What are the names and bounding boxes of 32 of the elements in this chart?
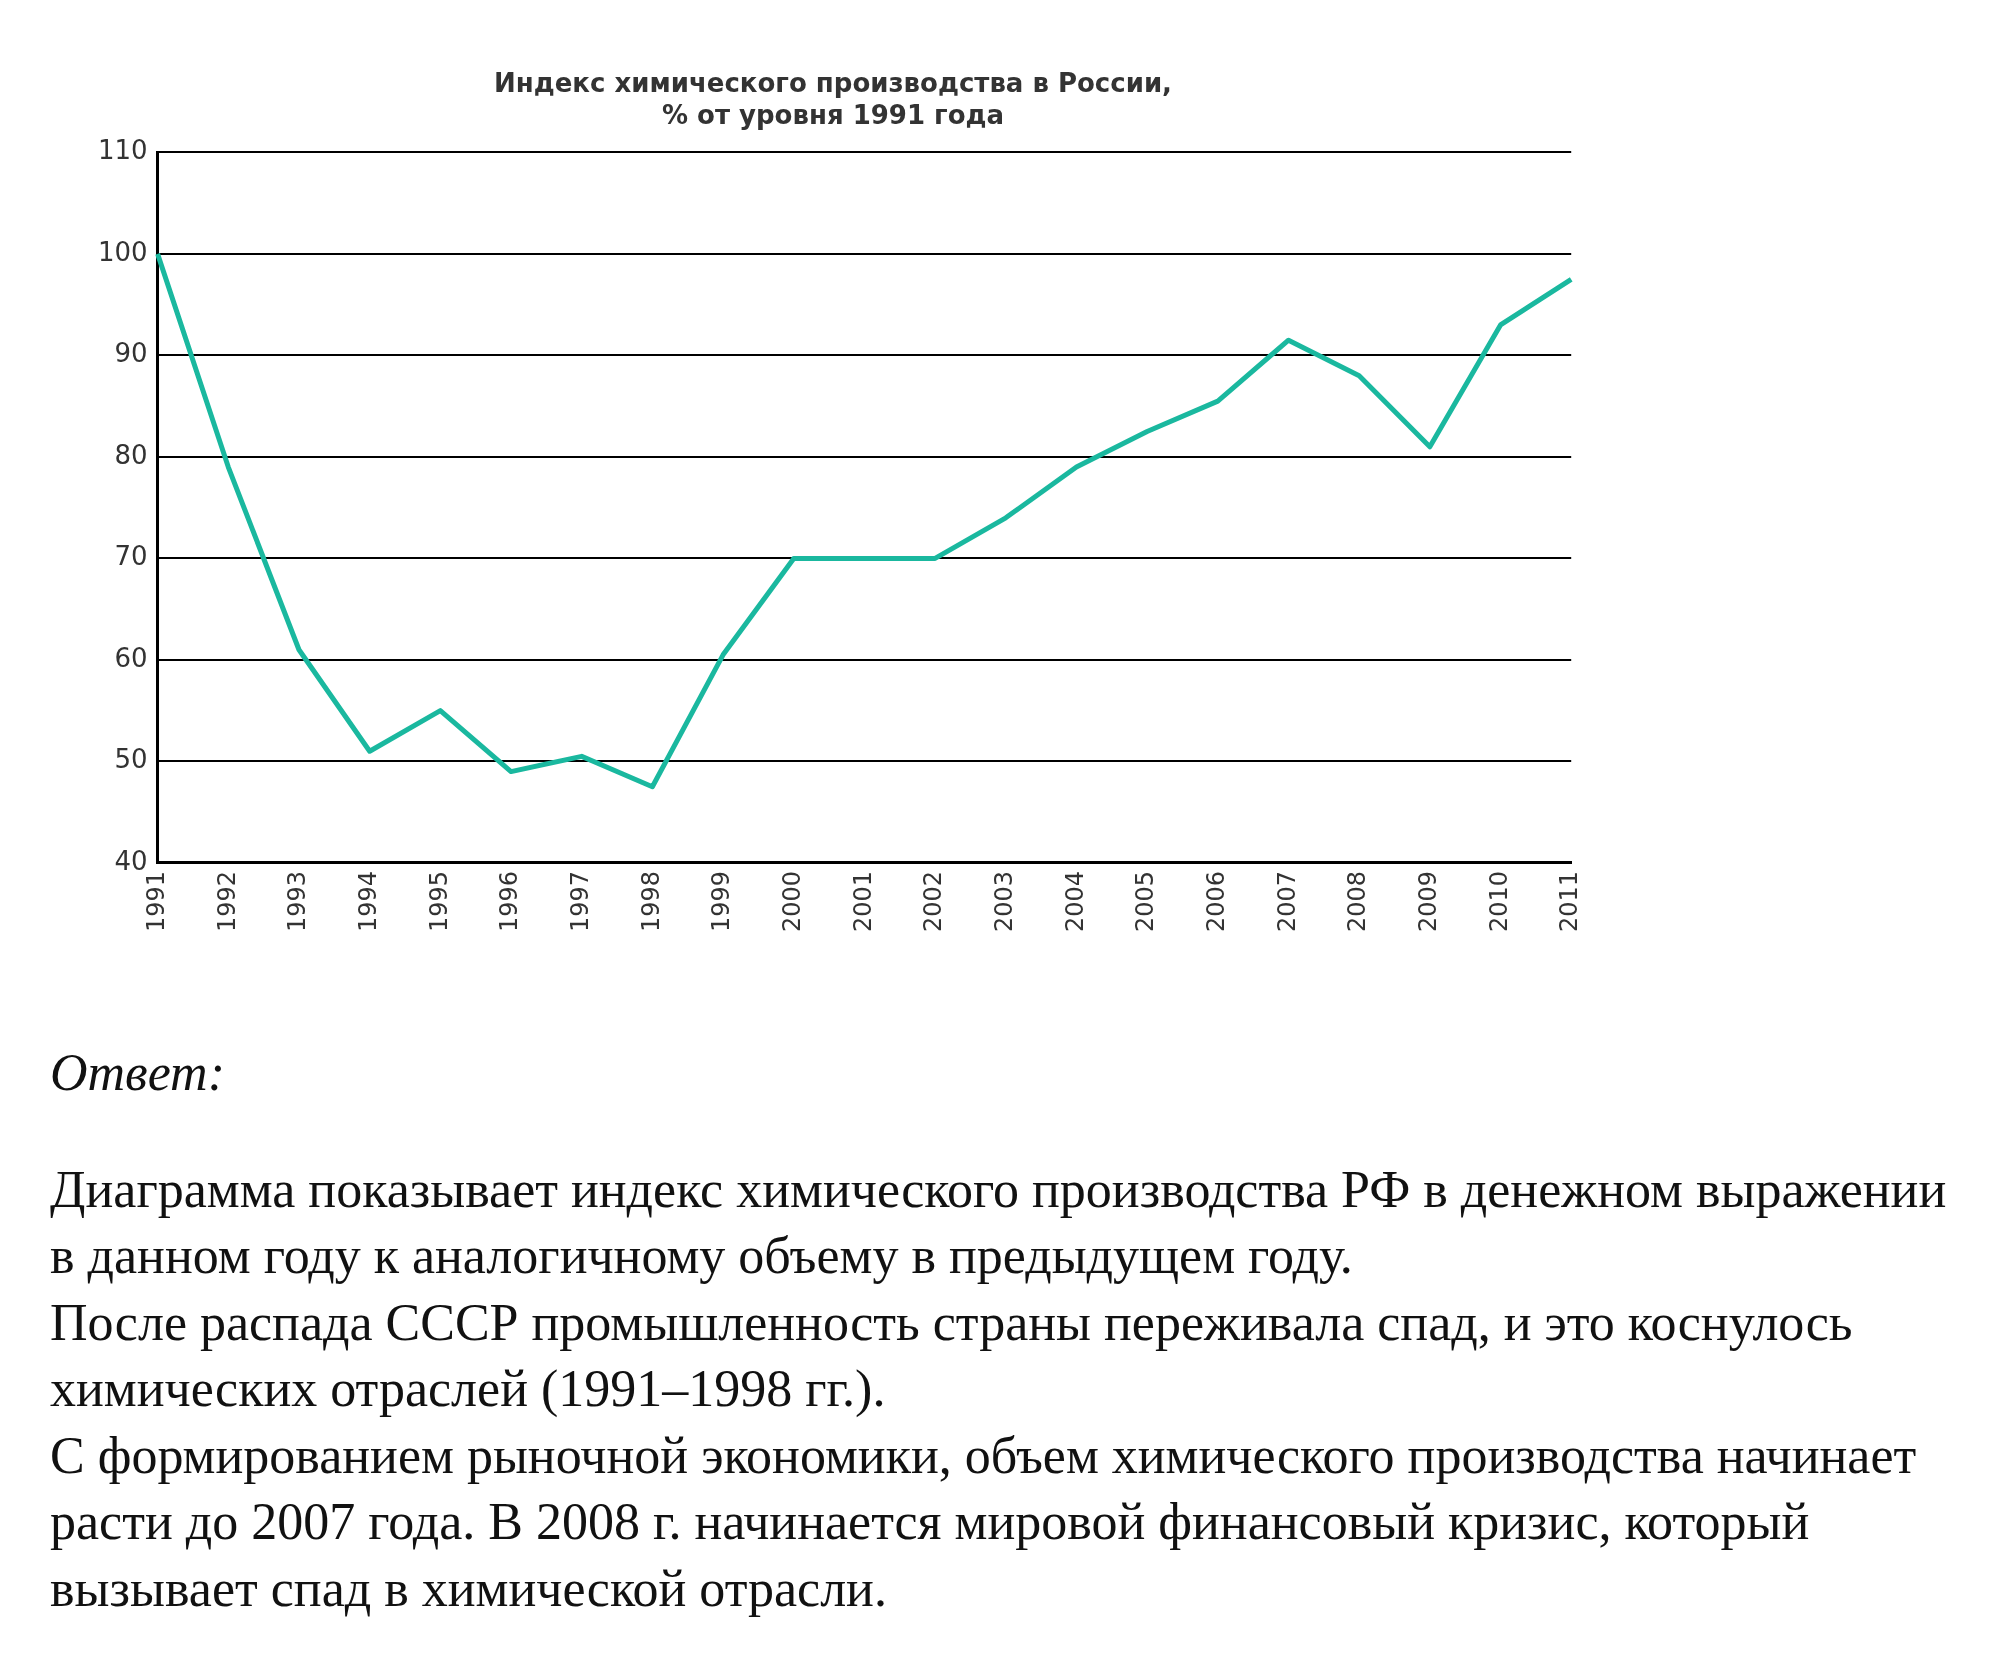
x-tick-label: 2000 — [777, 870, 806, 932]
x-tick-label: 1997 — [565, 870, 594, 932]
y-tick-label: 80 — [114, 439, 148, 470]
text: Диаграмма показывает индекс химического производства РФ в денежном выражении в данном году к аналогичному объему в предыдущем году. — [50, 1159, 1948, 1287]
y-tick-label: 110 — [97, 135, 148, 166]
x-tick-label: 2004 — [1060, 870, 1089, 932]
x-tick-label: 1993 — [283, 870, 312, 932]
x-tick-label: 2008 — [1343, 870, 1372, 932]
x-tick-label: 2011 — [1555, 870, 1584, 932]
x-tick-label: 2009 — [1414, 870, 1443, 932]
x-tick-label: 2007 — [1272, 870, 1301, 932]
x-tick-label: 1998 — [636, 870, 665, 932]
y-tick-label: 100 — [97, 236, 148, 267]
text: С формированием рыночной экономики, объем химического производства начинает расти до 2007 года. В 2008 г. начинается мировой финансовый кризис, который вызывает спад в химической отрасли. — [50, 1425, 1918, 1619]
x-tick-label: 1996 — [495, 870, 524, 932]
y-tick-label: 60 — [114, 642, 148, 673]
x-tick-label: 1995 — [424, 870, 453, 932]
text: После распада СССР промышленность страны переживала спад, и это коснулось химических отраслей (1991–1998 гг.). — [50, 1292, 1854, 1420]
x-tick-label: 1994 — [353, 870, 382, 932]
x-tick-label: 1992 — [212, 870, 241, 932]
x-tick-label: 2002 — [919, 870, 948, 932]
x-tick-label: 2005 — [1131, 870, 1160, 932]
y-tick-label: 90 — [114, 338, 148, 369]
x-tick-label: 1999 — [707, 870, 736, 932]
x-tick-label: 2003 — [990, 870, 1018, 932]
chart-title: Индекс химического производства в России, % от уровня 1991 года — [494, 68, 1172, 130]
x-tick-label: 2001 — [848, 870, 877, 932]
text: Ответ: — [50, 1043, 226, 1103]
y-tick-label: 50 — [114, 744, 148, 775]
x-tick-label: 2006 — [1202, 870, 1231, 932]
x-tick-label: 2010 — [1484, 870, 1513, 932]
y-tick-label: 70 — [114, 541, 148, 572]
